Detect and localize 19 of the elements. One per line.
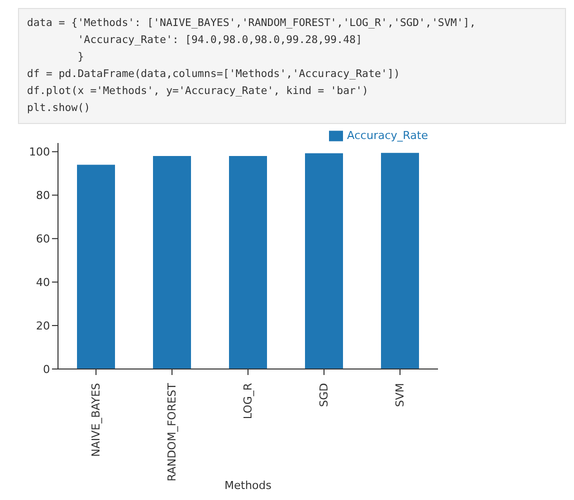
y-tick-label: 60: [36, 232, 50, 246]
x-tick-label: SGD: [318, 383, 330, 407]
y-tick-label: 0: [43, 362, 50, 376]
x-tick-label: SVM: [394, 383, 406, 407]
bar: [153, 156, 191, 369]
bar: [229, 156, 267, 369]
y-tick-label: 20: [36, 319, 50, 332]
x-tick-label: RANDOM_FOREST: [166, 382, 178, 482]
y-tick-label: 100: [29, 146, 50, 159]
bar: [305, 153, 343, 369]
bar: [77, 164, 115, 369]
x-axis-title: Methods: [224, 479, 272, 492]
x-tick-label: NAIVE_BAYES: [90, 382, 102, 457]
legend-label: Accuracy_Rate: [347, 129, 428, 142]
y-tick-label: 40: [36, 276, 50, 289]
code-cell: data = {'Methods': ['NAIVE_BAYES','RANDOM_FOREST','LOG_R','SGD','SVM'], 'Accuracy_Rate': [94.0,98.0,98.0,99.28,99.48] } df = pd.DataFrame(data,columns=['Methods','Accuracy_Rate']) df.plot(x ='Methods', y='Accuracy_Rate', kind = 'bar') plt.show(): [18, 8, 566, 124]
bar: [381, 152, 419, 369]
x-tick-label: LOG_R: [242, 382, 254, 420]
y-tick-label: 80: [36, 189, 50, 202]
